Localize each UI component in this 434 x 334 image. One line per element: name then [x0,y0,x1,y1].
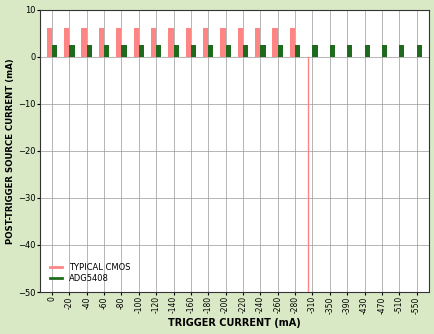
Bar [104,45,109,57]
Y-axis label: POST-TRIGGER SOURCE CURRENT (mA): POST-TRIGGER SOURCE CURRENT (mA) [6,58,15,244]
Bar [64,28,69,57]
Bar [398,45,404,57]
Bar [346,45,352,57]
Bar [191,45,196,57]
Bar [260,45,265,57]
Bar [116,28,121,57]
Bar [99,28,104,57]
Bar [86,45,92,57]
Bar [381,45,386,57]
Bar [121,45,126,57]
Bar [272,28,277,57]
Bar [138,45,144,57]
Bar [254,28,260,57]
Bar [289,28,294,57]
Legend: TYPICAL CMOS, ADG5408: TYPICAL CMOS, ADG5408 [48,262,132,285]
Bar [47,28,52,57]
Bar [185,28,191,57]
Bar [225,45,230,57]
Bar [312,45,317,57]
Bar [329,45,334,57]
Bar [364,45,369,57]
Bar [151,28,156,57]
Bar [133,28,138,57]
Bar [203,28,208,57]
Bar [208,45,213,57]
Bar [243,45,248,57]
Bar [220,28,225,57]
Bar [277,45,282,57]
Bar [173,45,178,57]
Bar [294,45,299,57]
Bar [69,45,74,57]
Bar [52,45,57,57]
Bar [81,28,86,57]
Bar [168,28,173,57]
Bar [416,45,421,57]
Bar [237,28,243,57]
X-axis label: TRIGGER CURRENT (mA): TRIGGER CURRENT (mA) [168,318,300,328]
Bar [156,45,161,57]
